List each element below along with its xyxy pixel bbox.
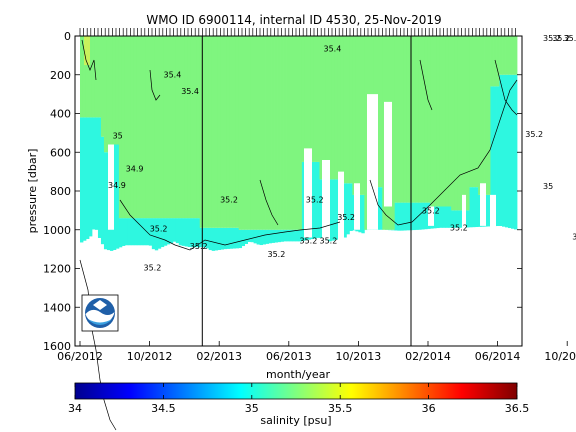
contour-label: 35.2 [450,224,468,233]
chart-title: WMO ID 6900114, internal ID 4530, 25-Nov… [146,13,441,27]
contour-label: 35.4 [181,87,199,96]
contour-label: 35.4 [324,45,342,54]
contour-label: 35.4 [164,71,182,80]
contour-label: 35 [572,232,576,241]
x-tick-label: 10/2012 [127,350,173,363]
y-tick-label: 600 [50,146,71,159]
contour-label: 35.2 [268,250,286,259]
profile-ticks [79,28,516,36]
contour-labels: 35.435.435.43534.934.935.235.235.235.235… [108,34,576,273]
x-tick-label: 06/2013 [266,350,312,363]
y-tick-label: 400 [50,108,71,121]
salinity-high-band [80,36,518,240]
x-tick-label: 02/2013 [196,350,242,363]
year-boundary-lines [201,36,412,346]
colorbar-tick-label: 35 [245,402,259,415]
y-axis: 0 200 400 600 800 1000 1200 1400 1600 [43,30,522,353]
contour-label: 34.9 [126,165,144,174]
contour-label: 35.2 [306,196,324,205]
plot-area: 35.435.435.43534.934.935.235.235.235.235… [74,28,576,431]
x-tick-label: 06/2012 [57,350,103,363]
contour-label: 34.9 [108,181,126,190]
contour-label: 35.2 [337,213,355,222]
x-tick-label: 06/2014 [475,350,521,363]
contour-label: 35 [113,132,123,141]
contour-label: 35.2 [525,130,543,139]
x-axis-label: month/year [266,368,330,381]
y-tick-label: 200 [50,69,71,82]
colorbar-label: salinity [psu] [260,414,331,427]
x-tick-label: 10/2014 [544,350,576,363]
noaa-logo [81,294,119,332]
contour-label: 35.2 [422,206,440,215]
colorbar: 34 34.5 35 35.5 36 36.5 salinity [psu] [68,382,530,427]
colorbar-tick-label: 36.5 [505,402,530,415]
colorbar-tick-label: 34 [68,402,82,415]
colorbar-tick-label: 35.5 [328,402,353,415]
x-tick-label: 02/2014 [405,350,451,363]
contour-label: 35.2 [543,34,561,43]
contour-label: 35.2 [300,236,318,245]
y-tick-label: 1200 [43,263,71,276]
y-axis-label: pressure [dbar] [26,149,39,234]
colorbar-tick-label: 36 [422,402,436,415]
contour-label: 35.2 [552,34,570,43]
y-tick-label: 1000 [43,224,71,237]
x-axis: 06/2012 10/2012 02/2013 06/2013 10/2013 02/20… [57,341,576,363]
y-tick-label: 1400 [43,301,71,314]
y-tick-label: 0 [64,30,71,43]
colorbar-scale [74,382,518,400]
x-tick-label: 10/2013 [336,350,382,363]
contour-label: 35.2 [220,196,238,205]
contour-label: 35.2 [150,225,168,234]
contour-label: 35.2 [564,34,576,43]
y-tick-label: 800 [50,185,71,198]
contour-label: 35.2 [144,263,162,272]
y-tick-label: 1600 [43,340,71,353]
colorbar-tick-label: 34.5 [151,402,176,415]
contour-label: 35.2 [320,236,338,245]
contour-label: 35.2 [190,242,208,251]
contour-label: 35 [543,182,553,191]
